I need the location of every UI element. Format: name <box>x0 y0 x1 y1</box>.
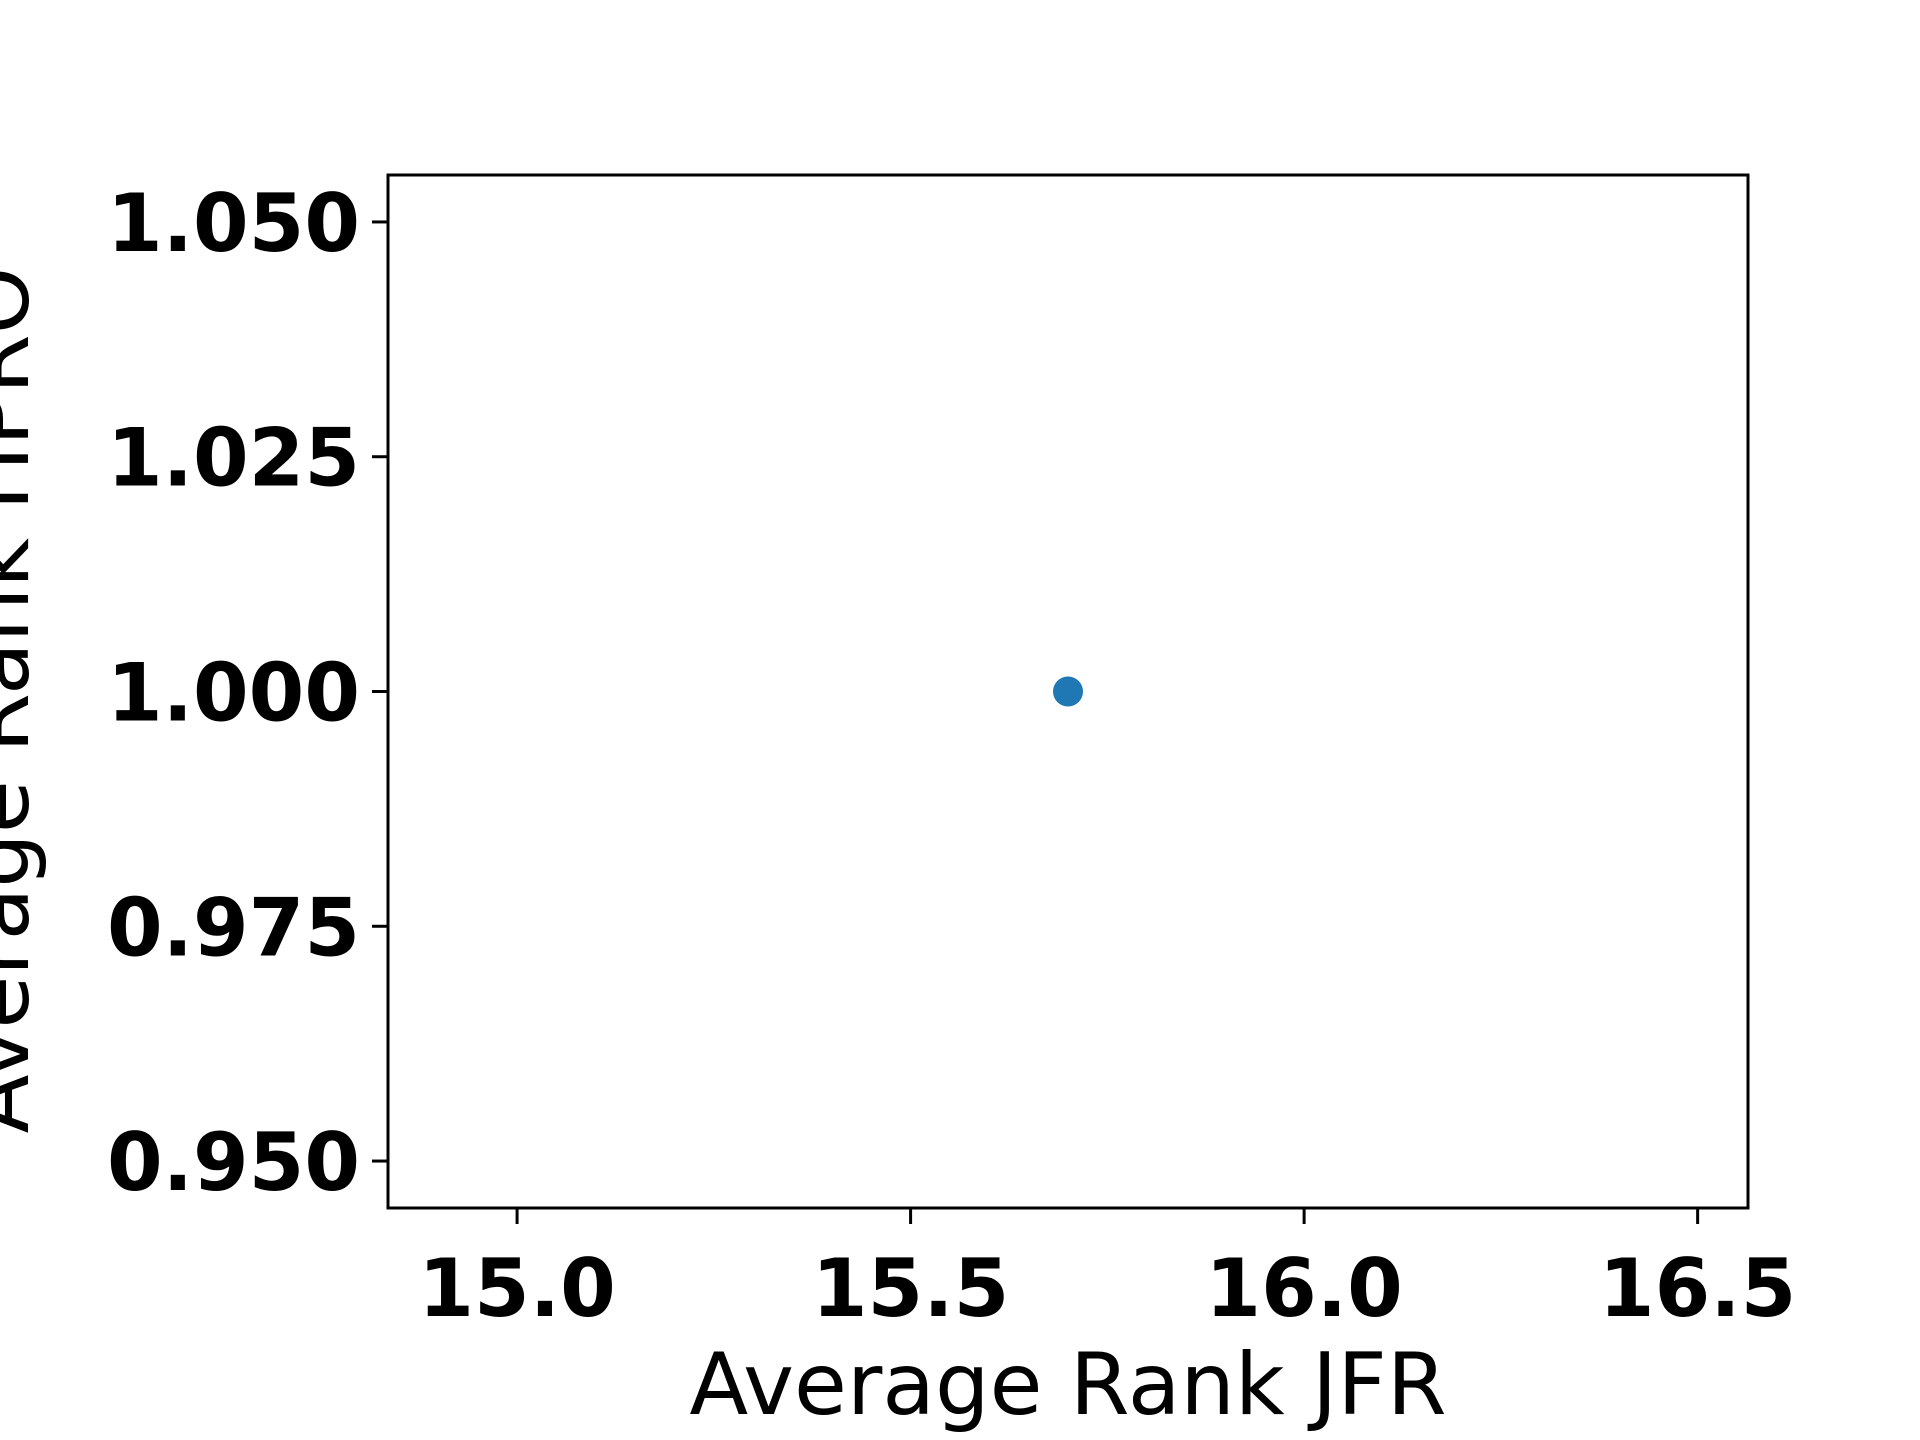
y-tick-label: 0.950 <box>107 1116 360 1209</box>
scatter-point <box>1053 676 1083 707</box>
y-tick-label: 1.050 <box>107 177 360 270</box>
axis-ticks: 15.0 15.5 16.0 16.5 0.950 0.975 1.000 1.025 1.05… <box>107 177 1796 1335</box>
y-tick-label: 1.025 <box>107 412 360 505</box>
x-axis-label: Average Rank JFR <box>689 1335 1446 1435</box>
x-tick-label: 15.0 <box>418 1242 615 1335</box>
y-tick-label: 1.000 <box>107 647 360 740</box>
x-tick-label: 16.5 <box>1599 1242 1796 1335</box>
x-tick-label: 15.5 <box>812 1242 1009 1335</box>
y-axis-label: Average Rank HPRO <box>0 267 49 1134</box>
x-tick-label: 16.0 <box>1205 1242 1402 1335</box>
data-points <box>1053 676 1083 707</box>
y-tick-label: 0.975 <box>107 881 360 974</box>
